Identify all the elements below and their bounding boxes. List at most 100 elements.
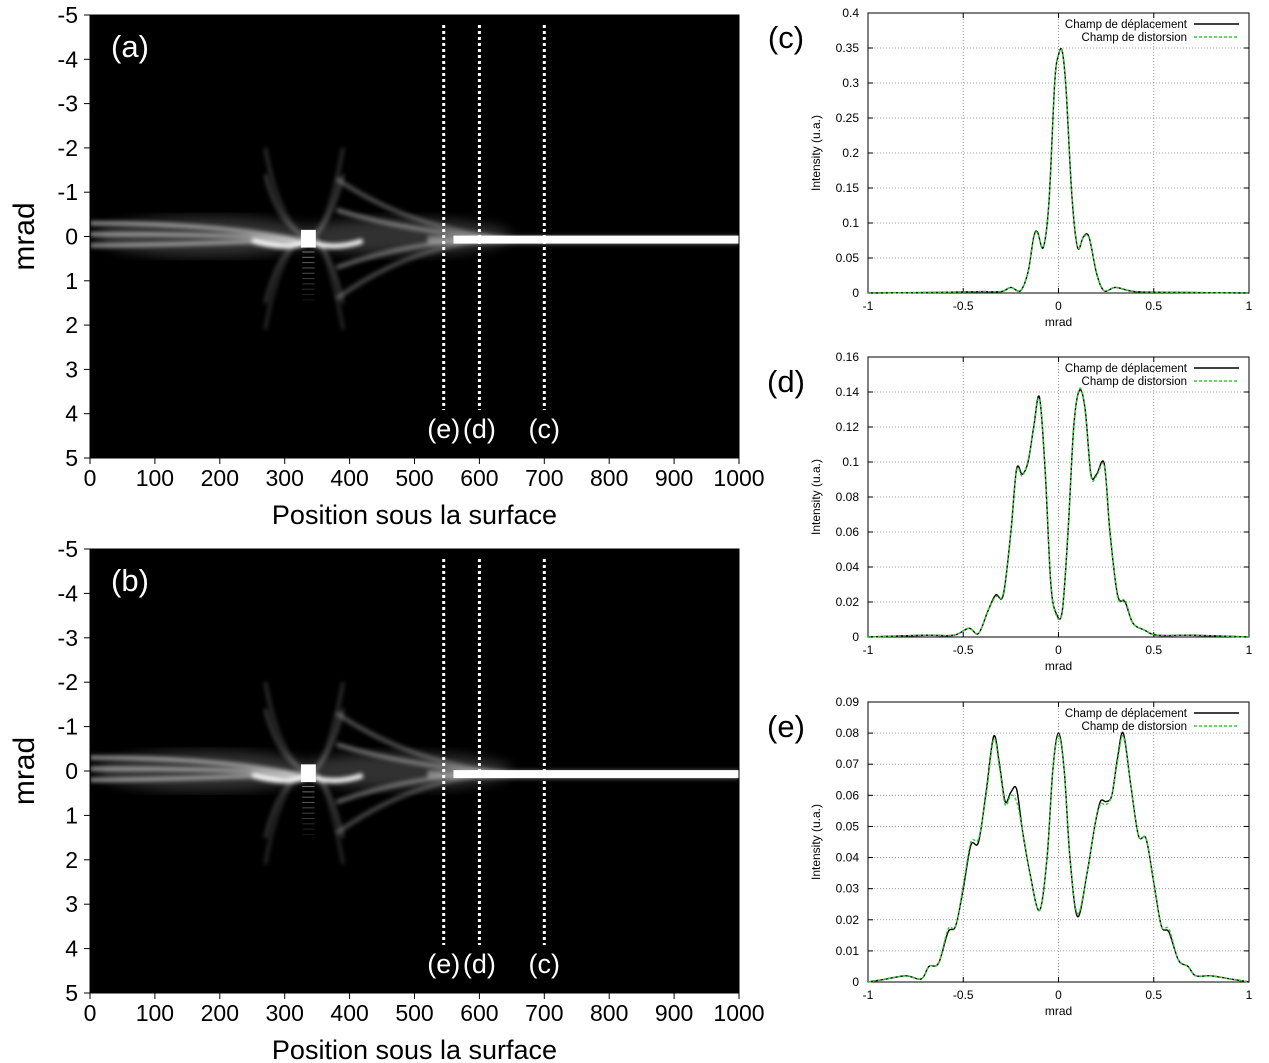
series-line-deplacement — [867, 731, 1250, 983]
y-tick-label: -3 — [58, 625, 78, 651]
legend-label: Champ de déplacement — [1065, 19, 1188, 31]
y-tick-label: -2 — [58, 669, 78, 695]
panel-label: (c) — [768, 20, 804, 55]
y-tick-label: 0.09 — [836, 695, 860, 709]
x-tick-label: 900 — [655, 1000, 693, 1026]
x-tick-label: 600 — [460, 1000, 498, 1026]
y-tick-label: 2 — [65, 312, 78, 338]
x-tick-label: 400 — [330, 465, 368, 491]
legend-label: Champ de distorsion — [1082, 721, 1187, 733]
y-tick-label: -4 — [58, 46, 79, 72]
y-tick-label: 0.06 — [836, 788, 860, 802]
x-tick-label: -0.5 — [953, 299, 974, 313]
y-tick-label: 4 — [65, 936, 78, 962]
x-tick-label: -1 — [863, 299, 874, 313]
y-tick-label: -2 — [58, 135, 78, 161]
x-tick-label: 100 — [136, 1000, 174, 1026]
x-tick-label: 0 — [1055, 988, 1062, 1002]
y-tick-label: 4 — [65, 401, 78, 427]
y-tick-label: 0.02 — [836, 595, 860, 609]
marker-label: (d) — [463, 414, 496, 444]
legend-label: Champ de déplacement — [1065, 708, 1188, 720]
beam-intensity-map — [90, 681, 739, 865]
exit-beam — [453, 770, 739, 779]
x-tick-label: -0.5 — [953, 643, 974, 657]
heatmap-panel-a: (e) (d) (c) (a) 0 100 200 300 400 500 600 700 800 900… — [8, 2, 765, 530]
x-tick-label: 700 — [525, 465, 563, 491]
y-tick-label: 0 — [65, 224, 78, 250]
marker-label: (c) — [529, 414, 560, 444]
series-line-distorsion — [867, 48, 1250, 294]
x-tick-label: 0.5 — [1145, 299, 1162, 313]
legend-label: Champ de distorsion — [1082, 376, 1187, 388]
x-axis-label: Position sous la surface — [272, 500, 557, 530]
panel-label: (a) — [111, 29, 149, 64]
y-axis-label: Intensity (u.a.) — [809, 115, 823, 191]
series-line-distorsion — [867, 387, 1250, 638]
x-tick-label: 1 — [1246, 299, 1253, 313]
y-tick-label: 0 — [65, 758, 78, 784]
y-tick-label: 0.2 — [842, 146, 859, 160]
left-wing — [263, 235, 306, 330]
y-tick-label: 0.01 — [836, 944, 860, 958]
left-wing — [263, 174, 305, 238]
y-tick-label: 0.35 — [836, 41, 860, 55]
legend-label: Champ de déplacement — [1065, 363, 1188, 375]
y-tick-label: 1 — [65, 802, 78, 828]
y-tick-label: 3 — [65, 891, 78, 917]
y-tick-label: 0.15 — [836, 181, 860, 195]
marker-label: (e) — [427, 949, 460, 979]
x-tick-label: 1000 — [713, 1000, 764, 1026]
y-tick-label: 2 — [65, 847, 78, 873]
exit-beam — [453, 235, 739, 244]
focus-wedge-left — [251, 238, 305, 249]
focus-block — [300, 764, 316, 783]
y-tick-label: 0.12 — [836, 420, 860, 434]
entry-band — [90, 773, 305, 782]
y-tick-label: 0.04 — [836, 851, 860, 865]
x-tick-label: 1 — [1246, 643, 1253, 657]
heatmap-panel-b: (e) (d) (c) (b) 0 100 200 300 400 500 600 700 800 900… — [8, 536, 765, 1063]
entry-band — [90, 238, 305, 248]
x-axis-label: Position sous la surface — [272, 1035, 557, 1063]
x-tick-label: -1 — [863, 643, 874, 657]
marker-label: (c) — [529, 949, 560, 979]
y-tick-label: -3 — [58, 91, 78, 117]
x-axis-label: mrad — [1045, 315, 1072, 329]
x-tick-label: -1 — [863, 988, 874, 1002]
y-axis-label: Intensity (u.a.) — [809, 459, 823, 535]
y-tick-label: 0.16 — [836, 350, 860, 364]
y-tick-label: -4 — [58, 580, 79, 606]
x-tick-label: 800 — [590, 465, 628, 491]
x-tick-label: 300 — [266, 465, 304, 491]
y-tick-label: 0 — [852, 975, 859, 989]
focus-wedge-left — [251, 773, 305, 783]
y-tick-label: 1 — [65, 268, 78, 294]
y-axis-label: Intensity (u.a.) — [809, 804, 823, 880]
focus-wedge-right — [313, 773, 364, 783]
left-wing — [263, 708, 305, 773]
y-tick-label: 0.4 — [842, 6, 859, 20]
x-tick-label: 0 — [1055, 643, 1062, 657]
y-tick-label: -5 — [58, 2, 78, 28]
y-tick-label: 0.06 — [836, 525, 860, 539]
y-tick-label: 0.08 — [836, 490, 860, 504]
panel-label: (d) — [767, 364, 805, 399]
panel-label: (b) — [111, 563, 149, 598]
x-tick-label: 500 — [395, 1000, 433, 1026]
x-tick-label: 500 — [395, 465, 433, 491]
y-tick-label: 0 — [852, 630, 859, 644]
panel-label: (e) — [767, 709, 805, 744]
y-tick-label: 0.25 — [836, 111, 860, 125]
series-line-distorsion — [867, 734, 1250, 983]
x-tick-label: 0 — [1055, 299, 1062, 313]
beam-intensity-map — [90, 147, 739, 330]
y-tick-label: 0.05 — [836, 251, 860, 265]
y-tick-label: -1 — [58, 714, 78, 740]
y-axis-label: mrad — [8, 737, 41, 805]
x-tick-label: 900 — [655, 465, 693, 491]
right-wing — [312, 235, 345, 330]
x-tick-label: 600 — [460, 465, 498, 491]
marker-label: (e) — [427, 414, 460, 444]
